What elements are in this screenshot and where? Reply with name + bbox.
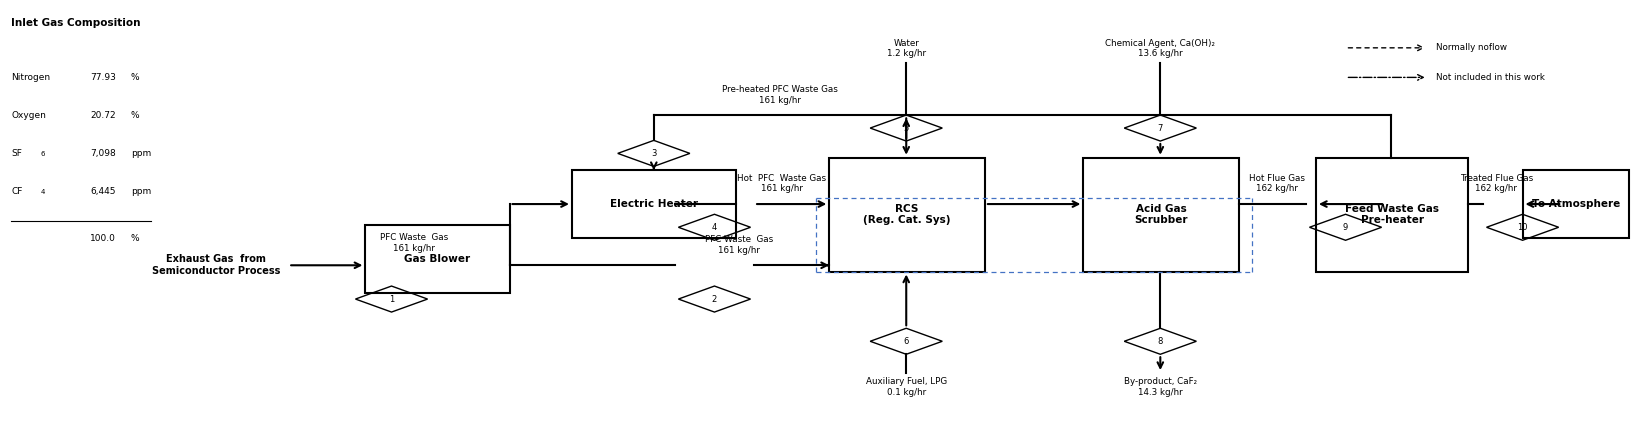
Text: 4: 4	[713, 223, 718, 232]
Text: %: %	[131, 111, 140, 120]
Text: Pre-heated PFC Waste Gas
161 kg/hr: Pre-heated PFC Waste Gas 161 kg/hr	[722, 85, 837, 105]
Text: SF: SF	[11, 149, 21, 158]
Text: Feed Waste Gas
Pre-heater: Feed Waste Gas Pre-heater	[1345, 204, 1440, 225]
Text: Inlet Gas Composition: Inlet Gas Composition	[11, 18, 141, 28]
Text: 9: 9	[1343, 223, 1348, 232]
Text: 6,445: 6,445	[90, 187, 115, 196]
Text: 3: 3	[652, 149, 657, 158]
Text: Auxiliary Fuel, LPG
0.1 kg/hr: Auxiliary Fuel, LPG 0.1 kg/hr	[865, 377, 947, 397]
Text: Nitrogen: Nitrogen	[11, 73, 51, 82]
Text: 6: 6	[41, 151, 46, 157]
Text: Oxygen: Oxygen	[11, 111, 46, 120]
Text: 4: 4	[41, 189, 44, 195]
Text: 10: 10	[1517, 223, 1527, 232]
Text: 7: 7	[1158, 124, 1163, 133]
Text: Chemical Agent, Ca(OH)₂
13.6 kg/hr: Chemical Agent, Ca(OH)₂ 13.6 kg/hr	[1105, 39, 1215, 58]
Text: 1: 1	[389, 295, 394, 303]
Text: 20.72: 20.72	[90, 111, 115, 120]
Text: Hot  PFC  Waste Gas
161 kg/hr: Hot PFC Waste Gas 161 kg/hr	[737, 174, 826, 193]
Text: By-product, CaF₂
14.3 kg/hr: By-product, CaF₂ 14.3 kg/hr	[1123, 377, 1197, 397]
Text: 7,098: 7,098	[90, 149, 115, 158]
Text: CF: CF	[11, 187, 23, 196]
Text: 2: 2	[713, 295, 718, 303]
Text: Treated Flue Gas
162 kg/hr: Treated Flue Gas 162 kg/hr	[1460, 174, 1534, 193]
Text: 100.0: 100.0	[90, 234, 117, 243]
Text: %: %	[131, 234, 140, 243]
Text: %: %	[131, 73, 140, 82]
Text: Not included in this work: Not included in this work	[1435, 73, 1545, 82]
Text: Hot Flue Gas
162 kg/hr: Hot Flue Gas 162 kg/hr	[1248, 174, 1305, 193]
Text: Normally noflow: Normally noflow	[1435, 43, 1507, 52]
Text: Water
1.2 kg/hr: Water 1.2 kg/hr	[887, 39, 926, 58]
Text: PFC Waste  Gas
161 kg/hr: PFC Waste Gas 161 kg/hr	[704, 235, 773, 255]
Text: Gas Blower: Gas Blower	[404, 254, 471, 264]
Text: RCS
(Reg. Cat. Sys): RCS (Reg. Cat. Sys)	[864, 204, 951, 225]
Text: 8: 8	[1158, 337, 1163, 346]
Text: 6: 6	[903, 337, 910, 346]
Text: Exhaust Gas  from
Semiconductor Process: Exhaust Gas from Semiconductor Process	[151, 255, 281, 276]
Text: 5: 5	[903, 124, 910, 133]
Text: 77.93: 77.93	[90, 73, 117, 82]
Text: PFC Waste  Gas
161 kg/hr: PFC Waste Gas 161 kg/hr	[381, 233, 448, 252]
Text: Acid Gas
Scrubber: Acid Gas Scrubber	[1135, 204, 1187, 225]
Text: Electric Heater: Electric Heater	[609, 199, 698, 209]
Text: ppm: ppm	[131, 149, 151, 158]
Text: ppm: ppm	[131, 187, 151, 196]
Text: To Atmosphere: To Atmosphere	[1532, 199, 1621, 209]
